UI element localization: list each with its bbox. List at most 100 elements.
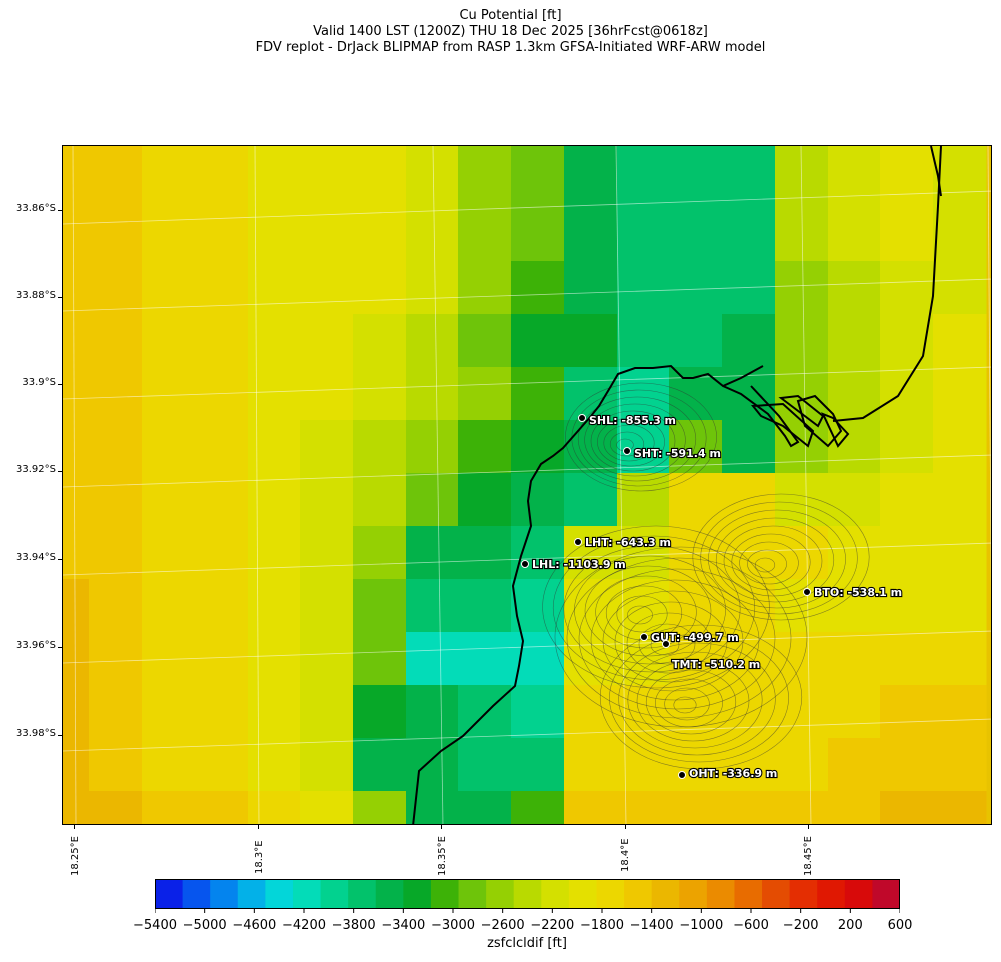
- contour-line: [708, 509, 846, 609]
- field-cell: [89, 261, 143, 315]
- field-cell: [248, 632, 301, 686]
- y-tick-mark: [58, 210, 62, 211]
- x-tick-mark: [258, 825, 259, 829]
- colorbar-tick-label: −4600: [232, 918, 277, 933]
- colorbar-tick-label: −1800: [580, 918, 624, 933]
- field-cell: [63, 473, 90, 527]
- field-cell: [775, 261, 829, 315]
- colorbar-swatch: [734, 879, 763, 909]
- field-cell: [63, 685, 90, 739]
- station-markers: SHL: -855.3 m SHT: -591.4 m LHT: -643.3 m L…: [521, 413, 903, 781]
- colorbar-title: zsfclcldif [ft]: [487, 936, 567, 951]
- station-label-lhl: LHL: -1103.9 m: [532, 558, 626, 571]
- station-marker-gut: [640, 633, 648, 641]
- field-cell: [564, 685, 618, 739]
- field-cell: [300, 314, 354, 368]
- field-cell: [564, 314, 618, 368]
- field-cell: [564, 791, 618, 824]
- field-cell: [880, 146, 934, 209]
- station-marker-lhl: [521, 560, 529, 568]
- colorbar-swatch: [817, 879, 846, 909]
- field-cell: [406, 367, 459, 421]
- colorbar-swatch: [541, 879, 570, 909]
- contour-line: [638, 623, 696, 665]
- contour-line: [723, 525, 823, 597]
- colorbar-swatch: [458, 879, 487, 909]
- field-cell: [406, 473, 459, 527]
- colorbar-tick-label: −1400: [629, 918, 674, 933]
- field-cell: [564, 420, 618, 474]
- field-cell: [89, 632, 143, 686]
- station-label-oht: OHT: -336.9 m: [689, 767, 777, 780]
- field-cell: [722, 420, 776, 474]
- colorbar-tick-label: −3400: [381, 918, 426, 933]
- colorbar-swatch: [762, 879, 791, 909]
- y-tick-label: 33.88°S: [16, 290, 56, 301]
- field-cell: [933, 420, 987, 474]
- field-cell: [142, 685, 196, 739]
- field-cell: [880, 208, 934, 262]
- colorbar-swatch: [596, 879, 625, 909]
- station-label-shl: SHL: -855.3 m: [589, 414, 676, 427]
- colorbar-swatch: [651, 879, 680, 909]
- colorbar-tick-label: −2200: [530, 918, 575, 933]
- field-cell: [722, 314, 776, 368]
- field-cell: [511, 261, 565, 315]
- field-cell: [722, 208, 776, 262]
- field-cell: [669, 208, 723, 262]
- field-cell: [564, 526, 618, 580]
- contour-line: [563, 545, 741, 673]
- field-cell: [353, 685, 407, 739]
- field-cell: [458, 579, 512, 633]
- field-cell: [722, 146, 776, 209]
- field-cell: [63, 208, 90, 262]
- field-cell: [564, 473, 618, 527]
- field-cell: [458, 367, 512, 421]
- contour-line: [603, 424, 655, 462]
- field-cell: [880, 261, 934, 315]
- field-cell: [828, 473, 881, 527]
- field-cell: [353, 632, 407, 686]
- x-tick-label: 18.25°E: [70, 836, 81, 876]
- contour-line: [715, 517, 835, 603]
- field-cell: [511, 314, 565, 368]
- field-cell: [353, 791, 407, 824]
- field-cell: [195, 420, 249, 474]
- field-cell: [617, 473, 670, 527]
- contour-line: [673, 696, 697, 714]
- field-cell: [880, 367, 934, 421]
- field-cell: [353, 261, 407, 315]
- contour-line: [618, 642, 776, 756]
- field-cell: [195, 632, 249, 686]
- field-cell: [89, 367, 143, 421]
- colorbar-swatch: [789, 879, 818, 909]
- field-cell: [617, 146, 670, 209]
- field-cell: [406, 526, 459, 580]
- colorbar-tick-label: 200: [837, 918, 863, 933]
- field-cell: [511, 420, 565, 474]
- field-cell: [880, 738, 934, 792]
- colorbar-tick-label: −3000: [431, 918, 475, 933]
- field-cell: [353, 208, 407, 262]
- x-tick-label: 18.3°E: [254, 840, 265, 874]
- x-tick-label: 18.35°E: [437, 836, 448, 876]
- x-tick-mark: [441, 825, 442, 829]
- field-cell: [300, 791, 354, 824]
- field-cell: [63, 314, 90, 368]
- field-cell: [353, 314, 407, 368]
- contour-line: [554, 546, 808, 728]
- field-cell: [248, 579, 301, 633]
- field-cell: [458, 146, 512, 209]
- station-label-bto: BTO: -538.1 m: [814, 586, 902, 599]
- map-plot-area[interactable]: SHL: -855.3 m SHT: -591.4 m LHT: -643.3 m L…: [62, 145, 992, 825]
- contour-line: [700, 501, 858, 615]
- colorbar-swatch: [292, 879, 322, 909]
- colorbar-tick-label: −1000: [679, 918, 724, 933]
- field-cell: [880, 632, 934, 686]
- colorbar-tick-label: 600: [887, 918, 913, 933]
- field-cell: [669, 146, 723, 209]
- field-cell: [933, 791, 987, 824]
- field-cell: [933, 367, 987, 421]
- station-label-tmt: TMT: -510.2 m: [672, 658, 760, 671]
- field-cell: [142, 738, 196, 792]
